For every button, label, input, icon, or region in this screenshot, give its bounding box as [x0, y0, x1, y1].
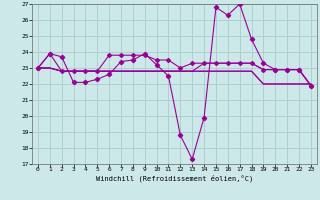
X-axis label: Windchill (Refroidissement éolien,°C): Windchill (Refroidissement éolien,°C): [96, 175, 253, 182]
